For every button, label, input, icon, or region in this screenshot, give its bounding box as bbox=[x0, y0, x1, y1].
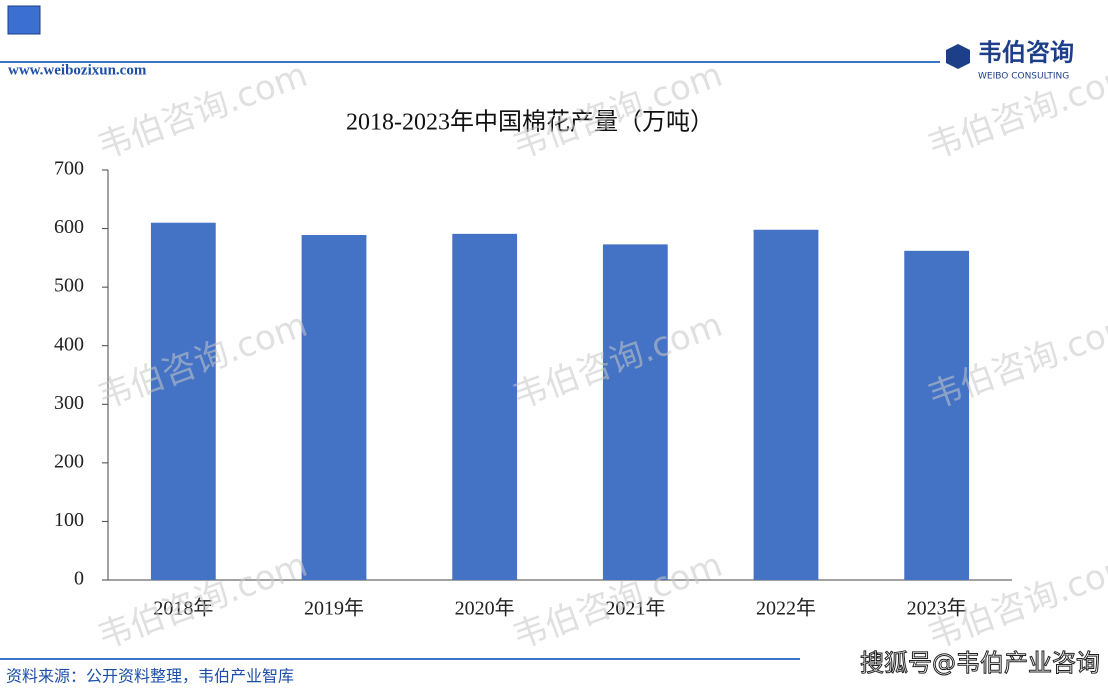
logo-mark bbox=[946, 44, 970, 69]
y-tick-label: 300 bbox=[54, 392, 84, 414]
x-tick-label: 2018年 bbox=[153, 597, 213, 620]
x-tick-label: 2023年 bbox=[907, 597, 967, 620]
y-tick-label: 600 bbox=[54, 216, 84, 238]
chart-title: 2018-2023年中国棉花产量（万吨） bbox=[346, 109, 714, 136]
bar bbox=[753, 229, 819, 580]
logo-cn: 韦伯咨询 bbox=[978, 39, 1074, 67]
y-tick-label: 700 bbox=[54, 158, 84, 180]
y-tick-label: 500 bbox=[54, 275, 84, 297]
y-tick-label: 0 bbox=[74, 568, 84, 590]
bar bbox=[452, 233, 518, 581]
x-tick-label: 2022年 bbox=[756, 597, 816, 620]
site-url: www.weibozixun.com bbox=[8, 62, 147, 78]
bar bbox=[301, 235, 367, 580]
source-note: 资料来源：公开资料整理，韦伯产业智库 bbox=[6, 668, 294, 686]
bar bbox=[602, 244, 668, 580]
y-tick-label: 100 bbox=[54, 509, 84, 531]
bar bbox=[904, 250, 970, 581]
logo-en: WEIBO CONSULTING bbox=[978, 72, 1069, 82]
overlay-label: 搜狐号@韦伯产业咨询 bbox=[860, 649, 1100, 677]
y-tick-label: 400 bbox=[54, 333, 84, 355]
bar bbox=[150, 222, 216, 580]
corner-icon bbox=[7, 5, 41, 35]
x-tick-label: 2019年 bbox=[304, 597, 364, 620]
y-tick-label: 200 bbox=[54, 450, 84, 472]
x-tick-label: 2021年 bbox=[605, 597, 665, 620]
x-tick-label: 2020年 bbox=[455, 597, 515, 620]
